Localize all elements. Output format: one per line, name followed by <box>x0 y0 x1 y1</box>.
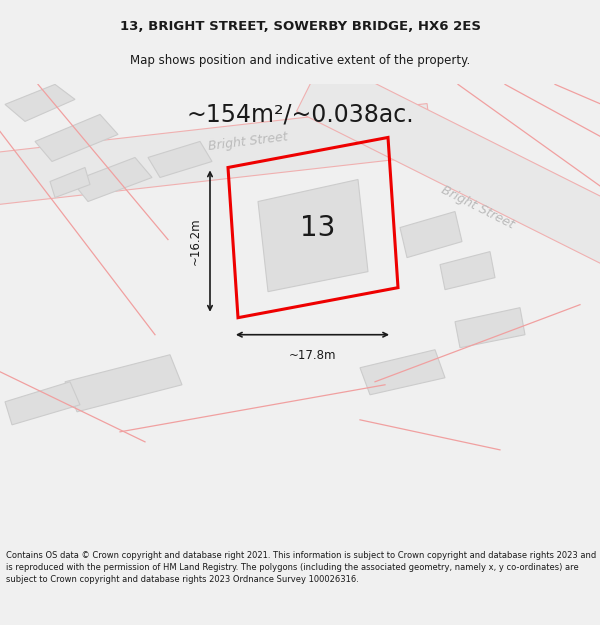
Text: Contains OS data © Crown copyright and database right 2021. This information is : Contains OS data © Crown copyright and d… <box>6 551 596 584</box>
Text: 13: 13 <box>301 214 335 242</box>
Polygon shape <box>65 355 182 412</box>
Polygon shape <box>148 141 212 177</box>
Polygon shape <box>5 84 75 121</box>
Polygon shape <box>50 168 90 198</box>
Text: Map shows position and indicative extent of the property.: Map shows position and indicative extent… <box>130 54 470 68</box>
Text: ~154m²/~0.038ac.: ~154m²/~0.038ac. <box>186 102 414 126</box>
Polygon shape <box>258 179 368 292</box>
Polygon shape <box>5 382 80 425</box>
Polygon shape <box>360 350 445 395</box>
Polygon shape <box>400 211 462 258</box>
Polygon shape <box>440 252 495 289</box>
Polygon shape <box>296 58 600 281</box>
Polygon shape <box>35 114 118 161</box>
Text: 13, BRIGHT STREET, SOWERBY BRIDGE, HX6 2ES: 13, BRIGHT STREET, SOWERBY BRIDGE, HX6 2… <box>119 21 481 34</box>
Text: Bright Street: Bright Street <box>208 130 289 152</box>
Polygon shape <box>72 158 152 201</box>
Text: ~17.8m: ~17.8m <box>289 349 336 362</box>
Text: Bright Street: Bright Street <box>439 184 517 231</box>
Text: ~16.2m: ~16.2m <box>189 217 202 265</box>
Polygon shape <box>0 104 433 208</box>
Polygon shape <box>455 308 525 348</box>
